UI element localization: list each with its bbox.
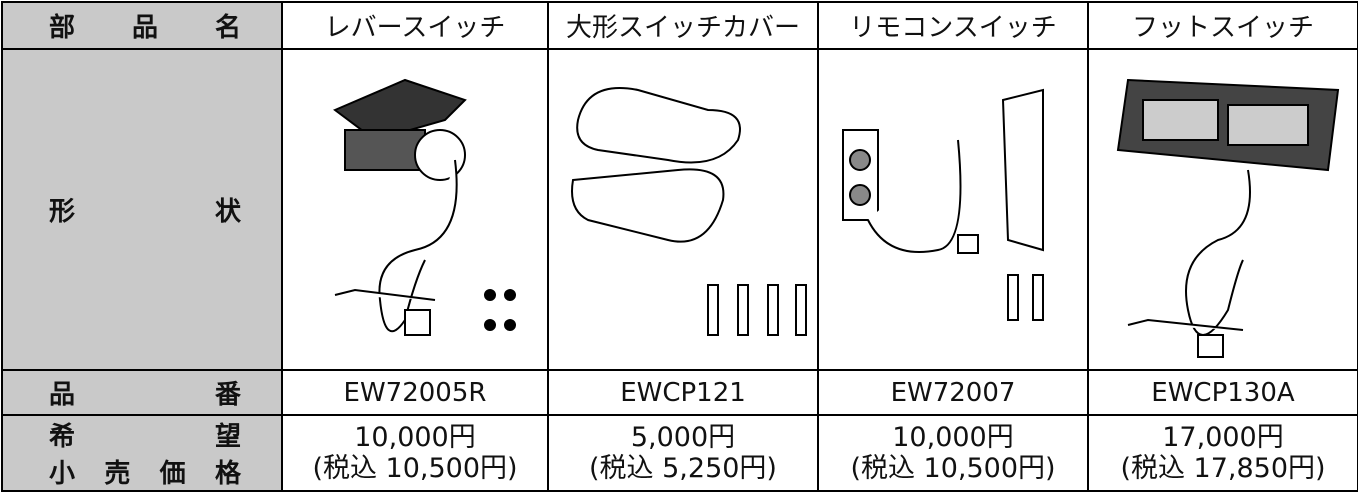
price-tax: (税込 17,850円) [1120,453,1326,484]
label-text: 部品名 [49,13,241,43]
row-label: 希望 小売価格 [1,414,283,492]
row-label: 形状 [1,48,283,371]
cell: EWCP121 [547,369,819,416]
price-tax: (税込 10,500円) [312,453,518,484]
cell: EW72007 [817,369,1089,416]
row-label: 部品名 [1,1,283,50]
cell: EWCP130A [1087,369,1358,416]
cell: フットスイッチ [1087,1,1358,50]
cover-illustration [571,86,807,336]
cell: 大形スイッチカバー [547,1,819,50]
remote-switch-illustration [842,88,1044,321]
cell: 17,000円 (税込 17,850円) [1087,414,1358,492]
row-label: 品番 [1,369,283,416]
price: 17,000円 [1162,422,1284,453]
cell: 10,000円 (税込 10,500円) [817,414,1089,492]
price-tax: (税込 10,500円) [850,453,1056,484]
label-text: 品番 [49,380,241,410]
price: 10,000円 [354,422,476,453]
cell: EW72005R [281,369,549,416]
label-text: 希望 [49,422,241,452]
cell: レバースイッチ [281,1,549,50]
cell [547,48,819,371]
foot-switch-illustration [1116,78,1340,358]
label-text: 形状 [49,197,241,227]
part-number-row: 品番 EW72005R EWCP121 EW72007 EWCP130A [1,369,1358,416]
cell [281,48,549,371]
cell [817,48,1089,371]
cell: 10,000円 (税込 10,500円) [281,414,549,492]
name-row: 部品名 レバースイッチ 大形スイッチカバー リモコンスイッチ フットスイッチ [1,1,1358,50]
label-text: 小売価格 [49,459,241,489]
price-row: 希望 小売価格 10,000円 (税込 10,500円) 5,000円 (税込 5,… [1,414,1358,492]
cell [1087,48,1358,371]
cell: リモコンスイッチ [817,1,1089,50]
price: 10,000円 [892,422,1014,453]
cell: 5,000円 (税込 5,250円) [547,414,819,492]
price-tax: (税込 5,250円) [589,453,777,484]
lever-switch-illustration [333,78,516,336]
shape-row: 形状 [1,48,1358,371]
price: 5,000円 [630,422,736,453]
